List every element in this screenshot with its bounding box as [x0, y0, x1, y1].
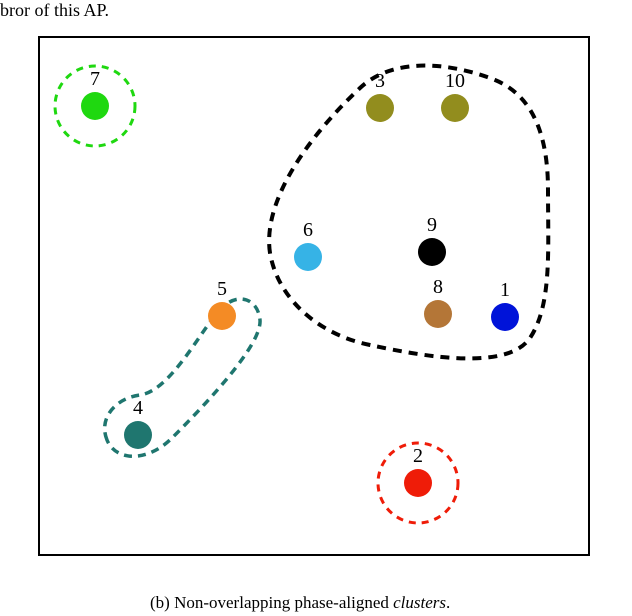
caption-prefix: (b): [150, 593, 174, 612]
node-label-10: 10: [445, 70, 465, 93]
node-2: [404, 469, 432, 497]
node-label-9: 9: [427, 214, 437, 237]
node-1: [491, 303, 519, 331]
node-5: [208, 302, 236, 330]
node-label-3: 3: [375, 70, 385, 93]
node-6: [294, 243, 322, 271]
subfigure-caption: (b) Non-overlapping phase-aligned cluste…: [150, 593, 450, 613]
node-label-2: 2: [413, 445, 423, 468]
node-label-1: 1: [500, 279, 510, 302]
node-label-8: 8: [433, 276, 443, 299]
fragment-text-top: bror of this AP.: [0, 0, 109, 21]
node-label-6: 6: [303, 219, 313, 242]
caption-italic: clusters: [393, 593, 446, 612]
caption-text: Non-overlapping phase-aligned: [174, 593, 393, 612]
node-8: [424, 300, 452, 328]
node-label-7: 7: [90, 68, 100, 91]
caption-suffix: .: [446, 593, 450, 612]
node-label-5: 5: [217, 278, 227, 301]
node-3: [366, 94, 394, 122]
node-10: [441, 94, 469, 122]
node-4: [124, 421, 152, 449]
node-label-4: 4: [133, 397, 143, 420]
node-9: [418, 238, 446, 266]
node-7: [81, 92, 109, 120]
